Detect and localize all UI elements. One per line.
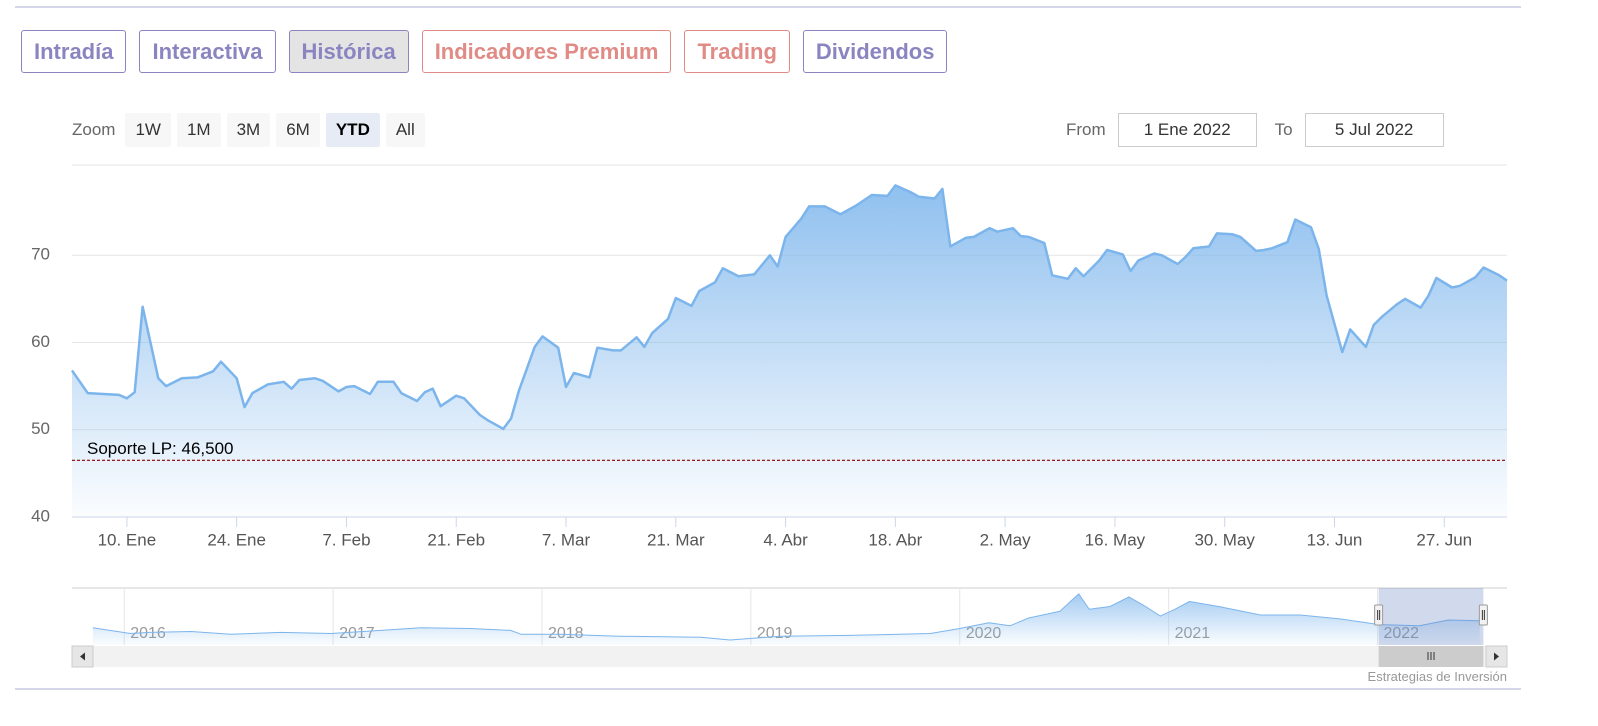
to-input[interactable]: 5 Jul 2022 [1304, 113, 1444, 147]
line [70, 184, 1508, 431]
date-range: From 1 Ene 2022 To 5 Jul 2022 [1066, 113, 1462, 147]
zoom-button[interactable]: 3M [226, 113, 271, 147]
scroll-right-arrow [1494, 652, 1499, 661]
tab[interactable]: Intradía [21, 30, 127, 73]
plot-line-label: Soporte LP: 46,500 [87, 439, 234, 458]
x-tick-label: 4. Abr [763, 530, 808, 549]
to-label: To [1274, 120, 1293, 139]
y-tick-label: 50 [31, 419, 50, 438]
tab[interactable]: Indicadores Premium [421, 30, 672, 73]
tab[interactable]: Interactiva [139, 30, 276, 73]
x-tick-label: 7. Mar [542, 530, 591, 549]
x-tick-label: 24. Ene [207, 530, 266, 549]
navigator-handle[interactable] [1374, 604, 1384, 626]
area [92, 593, 1480, 645]
zoom-button[interactable]: 1M [176, 113, 221, 147]
x-tick-label: 21. Feb [427, 530, 485, 549]
scrollbar-track [72, 646, 1507, 667]
x-tick-label: 18. Abr [868, 530, 922, 549]
y-tick-label: 70 [31, 245, 50, 264]
y-tick-label: 60 [31, 332, 50, 351]
zoom-button[interactable]: All [385, 113, 425, 147]
zoom-button[interactable]: YTD [325, 113, 380, 147]
navigator-handle[interactable] [1478, 604, 1488, 626]
tab-bar: Intradía Interactiva Histórica Indicadores … [21, 30, 948, 73]
tab[interactable]: Histórica [288, 30, 409, 73]
y-tick-label: 40 [31, 506, 50, 525]
zoom-button[interactable]: 6M [276, 113, 320, 147]
zoom-label: Zoom [72, 120, 116, 139]
from-label: From [1066, 120, 1106, 139]
x-tick-label: 27. Jun [1416, 530, 1472, 549]
line [92, 593, 1480, 641]
x-tick-label: 21. Mar [647, 530, 705, 549]
tab[interactable]: Dividendos [802, 30, 948, 73]
zoom-button[interactable]: 1W [125, 113, 171, 147]
zoom-bar: Zoom 1W 1M 3M 6M YTD All [72, 113, 425, 147]
x-tick-label: 2. May [980, 530, 1032, 549]
x-tick-label: 7. Feb [322, 530, 370, 549]
area [72, 185, 1507, 517]
x-tick-label: 16. May [1085, 530, 1146, 549]
credits[interactable]: Estrategias de Inversión [1367, 669, 1507, 684]
tab[interactable]: Trading [684, 30, 790, 73]
from-input[interactable]: 1 Ene 2022 [1117, 113, 1257, 147]
x-tick-label: 13. Jun [1307, 530, 1363, 549]
x-tick-label: 10. Ene [98, 530, 157, 549]
navigator-mask [1378, 588, 1484, 645]
x-tick-label: 30. May [1194, 530, 1255, 549]
scroll-left-arrow [80, 652, 85, 661]
